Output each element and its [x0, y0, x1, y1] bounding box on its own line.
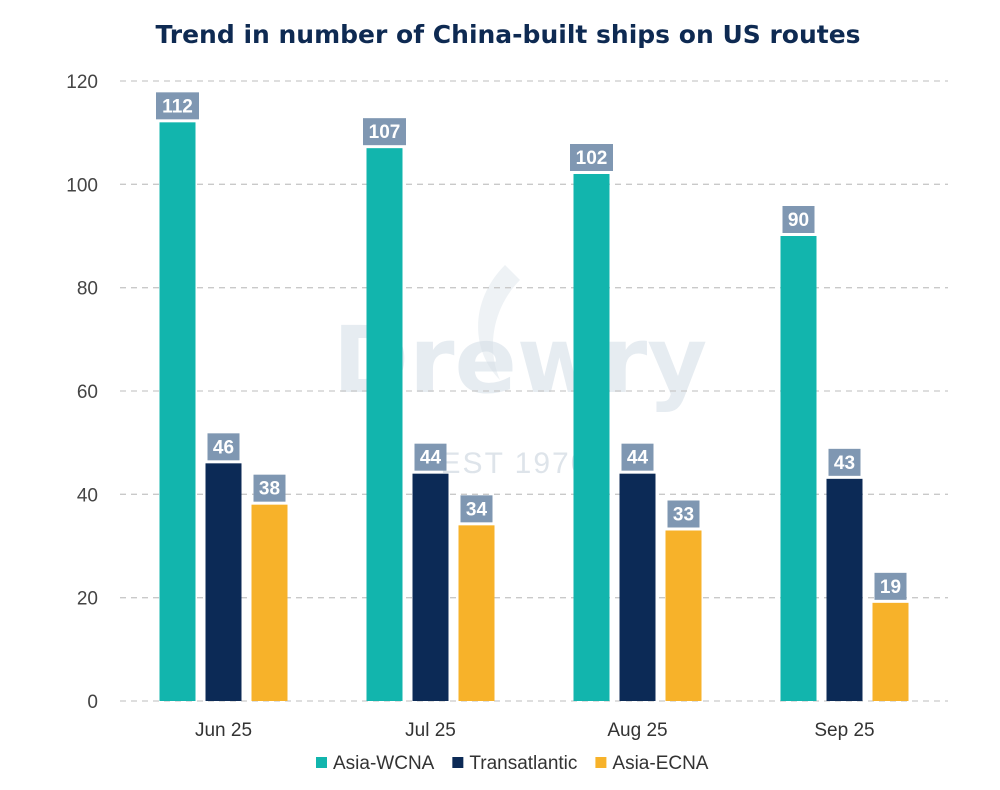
chart-title: Trend in number of China-built ships on … — [155, 20, 860, 49]
data-label: 102 — [576, 148, 608, 169]
data-label-box — [570, 144, 613, 171]
legend-label: Asia-ECNA — [612, 753, 708, 774]
data-label-box — [828, 448, 861, 476]
data-label: 46 — [213, 437, 234, 458]
y-axis: 0 20 40 60 80 100 120 — [66, 72, 98, 713]
watermark-tagline: EST 1970 — [441, 447, 590, 480]
x-tick-label: Jun 25 — [195, 720, 252, 741]
y-tick-label: 0 — [87, 692, 98, 713]
data-label: 44 — [420, 448, 442, 469]
y-tick-label: 120 — [66, 72, 98, 93]
y-tick-label: 100 — [66, 175, 98, 196]
data-label-box — [363, 118, 406, 146]
bar-asia-wcna — [159, 122, 196, 702]
data-label-box — [414, 443, 447, 471]
y-tick-label: 60 — [77, 382, 98, 403]
data-label-box — [874, 572, 907, 600]
bar-transatlantic — [205, 463, 242, 701]
data-label: 107 — [369, 122, 401, 143]
x-axis: Jun 25 Jul 25 Aug 25 Sep 25 — [195, 720, 875, 741]
bars: 112 46 38 107 44 34 102 44 33 90 43 19 — [156, 92, 909, 702]
data-label-box — [621, 443, 654, 471]
bar-asia-wcna — [780, 236, 817, 701]
bar-asia-ecna — [665, 530, 702, 701]
data-label: 34 — [466, 499, 488, 520]
x-tick-label: Sep 25 — [814, 720, 874, 741]
data-label-box — [253, 474, 286, 502]
y-tick-label: 80 — [77, 279, 98, 300]
data-label: 19 — [880, 577, 901, 598]
bar-asia-ecna — [872, 602, 909, 701]
data-label-box — [667, 500, 700, 528]
data-label: 44 — [627, 448, 649, 469]
data-label: 112 — [162, 96, 193, 117]
data-label: 33 — [673, 505, 694, 526]
x-tick-label: Aug 25 — [607, 720, 667, 741]
bar-asia-wcna — [573, 174, 610, 701]
bar-asia-ecna — [458, 525, 495, 701]
y-tick-label: 40 — [77, 485, 98, 506]
bar-transatlantic — [619, 473, 656, 701]
data-label: 43 — [834, 453, 855, 474]
y-tick-label: 20 — [77, 589, 98, 610]
x-tick-label: Jul 25 — [405, 720, 456, 741]
watermark-flame-icon — [478, 265, 520, 380]
data-label-box — [156, 92, 199, 120]
data-label-box — [460, 495, 493, 523]
data-label-box — [782, 206, 815, 233]
bar-asia-wcna — [366, 148, 403, 701]
data-label: 90 — [788, 210, 809, 231]
data-label-box — [207, 433, 240, 461]
bar-transatlantic — [826, 478, 863, 701]
data-label: 38 — [259, 479, 280, 500]
legend-swatch — [452, 757, 464, 768]
legend-label: Asia-WCNA — [333, 753, 435, 774]
legend-label: Transatlantic — [469, 753, 577, 774]
legend-swatch — [316, 757, 327, 768]
legend: Asia-WCNA Transatlantic Asia-ECNA — [316, 753, 709, 774]
legend-swatch — [595, 757, 607, 768]
bar-asia-ecna — [251, 504, 288, 701]
bar-transatlantic — [412, 473, 449, 701]
